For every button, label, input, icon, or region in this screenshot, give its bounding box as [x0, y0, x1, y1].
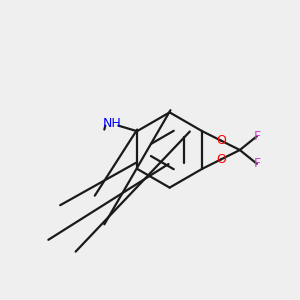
Text: NH: NH	[103, 116, 122, 130]
Text: O: O	[216, 153, 226, 166]
Text: F: F	[253, 157, 260, 170]
Text: O: O	[216, 134, 226, 147]
Text: F: F	[253, 130, 260, 143]
